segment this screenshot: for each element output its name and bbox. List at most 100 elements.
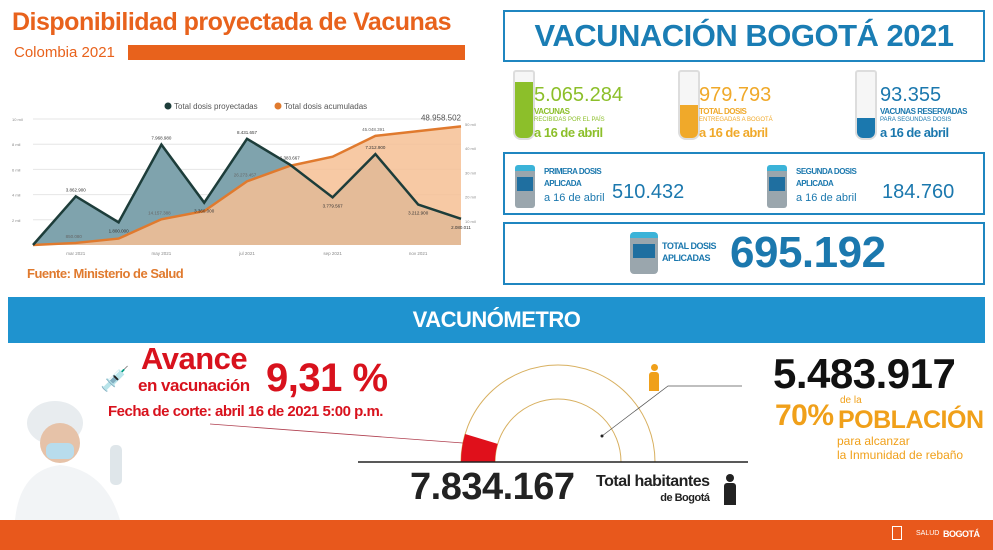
stat-line1: TOTAL DOSIS — [699, 107, 747, 116]
pointer-dot — [600, 434, 604, 438]
stat-value: 979.793 — [699, 84, 772, 106]
chart-title: Disponibilidad proyectada de Vacunas — [12, 8, 452, 36]
person-icon — [724, 474, 736, 506]
target-person-icon — [649, 364, 659, 392]
gauge-outer-arc — [460, 364, 656, 463]
doses-chart: Total dosis proyectadas Total dosis acumu… — [12, 102, 476, 256]
dose-value: 510.432 — [612, 181, 685, 203]
left-axis-tick: 8 mil — [12, 142, 21, 147]
en-vacunacion-label: en vacunación — [138, 376, 250, 395]
legend-dot-projected — [164, 102, 172, 110]
x-axis-tick: nov 2021 — [409, 251, 428, 256]
chart-subtitle: Colombia 2021 — [14, 44, 115, 61]
target-percent: 70% — [775, 399, 834, 432]
vial-icon — [630, 232, 658, 274]
stat-item: 93.355 VACUNAS RESERVADAS PARA SEGUNDAS … — [852, 68, 992, 148]
vial-icon — [767, 165, 787, 208]
header-title: VACUNACIÓN BOGOTÁ 2021 — [534, 18, 954, 53]
gauge-progress — [461, 434, 498, 462]
chart-source: Fuente: Ministerio de Salud — [27, 266, 184, 281]
projected-data-label: 7.968.980 — [151, 136, 172, 141]
target-number: 5.483.917 — [773, 350, 956, 397]
accumulated-data-label: 26.273.457 — [234, 172, 257, 177]
bogota-shield-logo — [892, 526, 902, 540]
vial-icon — [515, 165, 535, 208]
avance-label: Avance — [141, 341, 248, 376]
dose-label: PRIMERA DOSIS APLICADA — [544, 167, 602, 188]
total-label: TOTAL DOSIS APLICADAS — [662, 241, 717, 263]
bogota-logo: BOGOTÁ — [943, 529, 980, 539]
total-box: TOTAL DOSIS APLICADAS 695.192 — [503, 222, 985, 285]
tube-icon — [678, 70, 700, 140]
legend-accumulated: Total dosis acumuladas — [284, 102, 367, 111]
projected-data-label: 3.212.900 — [408, 211, 429, 216]
projected-data-label: 7.212.900 — [365, 145, 386, 150]
target-line1: para alcanzar — [837, 434, 910, 448]
pointer-line-target — [601, 385, 742, 437]
subtitle-bar — [128, 45, 465, 60]
projected-data-label: 8.431.657 — [237, 130, 258, 135]
tube-icon — [513, 70, 535, 140]
projected-line — [32, 137, 462, 246]
right-axis-tick: 50 mil — [465, 122, 476, 127]
left-axis-tick: 6 mil — [12, 167, 21, 172]
right-axis-tick: 30 mil — [465, 170, 476, 175]
dose-label: SEGUNDA DOSIS APLICADA — [796, 167, 857, 188]
vacunometro-band: VACUNÓMETRO — [8, 297, 985, 343]
stat-line1: VACUNAS — [534, 107, 570, 116]
left-axis-tick: 10 mil — [12, 117, 23, 122]
total-habitantes-label: Total habitantes de Bogotá — [596, 473, 710, 504]
dose-date: a 16 de abril — [796, 192, 857, 204]
stat-item: 5.065.284 VACUNAS RECIBIDAS POR EL PAÍS … — [510, 68, 650, 148]
dose-value: 184.760 — [882, 181, 955, 203]
vacunometro-title: VACUNÓMETRO — [412, 307, 581, 332]
stat-value: 5.065.284 — [534, 84, 623, 106]
accumulated-data-label: 45.048.391 — [362, 127, 385, 132]
stat-item: 979.793 TOTAL DOSIS ENTREGADAS A BOGOTÁ … — [675, 68, 815, 148]
legend-projected: Total dosis proyectadas — [174, 102, 258, 111]
pointer-line-avance — [209, 423, 464, 444]
right-axis-tick: 20 mil — [465, 195, 476, 200]
stat-date: a 16 de abril — [880, 125, 949, 140]
gauge-inner-arc — [494, 398, 622, 463]
right-axis-tick: 40 mil — [465, 146, 476, 151]
x-axis-tick: jul 2021 — [238, 251, 255, 256]
footer-bar: SALUD BOGOTÁ — [0, 520, 993, 550]
target-line2: la Inmunidad de rebaño — [837, 448, 964, 462]
left-axis-tick: 2 mil — [12, 218, 21, 223]
x-axis-tick: mar 2021 — [66, 251, 86, 256]
fecha-corte: Fecha de corte: abril 16 de 2021 5:00 p.… — [108, 403, 383, 420]
accumulated-line — [32, 125, 462, 247]
projected-data-label: 1.800.000 — [109, 228, 130, 233]
nurse-illustration — [15, 401, 122, 520]
accumulated-data-label: 850.080 — [66, 234, 83, 239]
x-axis-tick: may 2021 — [152, 251, 172, 256]
projected-data-label: 3.862.900 — [66, 187, 87, 192]
projected-data-label: 6.383.667 — [280, 156, 301, 161]
accumulated-data-label: 14.157.388 — [148, 210, 171, 215]
right-axis-tick: 10 mil — [465, 219, 476, 224]
avance-percent: 9,31 % — [266, 356, 388, 400]
doses-box — [503, 152, 985, 215]
syringe-icon: 💉 — [100, 366, 130, 393]
projected-data-label: 3.360.000 — [194, 209, 215, 214]
stat-line2: PARA SEGUNDAS DOSIS — [880, 117, 952, 123]
projected-data-label: 3.779.567 — [323, 203, 344, 208]
accumulated-area — [33, 126, 461, 245]
legend-dot-accumulated — [274, 102, 282, 110]
accumulated-data-label: 48.958.502 — [421, 113, 462, 122]
target-poblacion: POBLACIÓN — [838, 406, 984, 434]
stat-value: 93.355 — [880, 84, 942, 106]
target-dela: de la — [840, 395, 862, 406]
vacunometro-gauge — [209, 364, 748, 463]
tube-icon — [855, 70, 877, 140]
dose-date: a 16 de abril — [544, 192, 605, 204]
total-habitantes-number: 7.834.167 — [410, 466, 575, 508]
stat-date: a 16 de abril — [699, 125, 768, 140]
stat-line2: RECIBIDAS POR EL PAÍS — [534, 117, 605, 123]
stat-line1: VACUNAS RESERVADAS — [880, 107, 968, 116]
stat-date: a 16 de abril — [534, 125, 603, 140]
stat-line2: ENTREGADAS A BOGOTÁ — [699, 117, 773, 123]
header-box: VACUNACIÓN BOGOTÁ 2021 — [503, 10, 985, 62]
projected-data-label: 2.080.011 — [451, 225, 471, 230]
